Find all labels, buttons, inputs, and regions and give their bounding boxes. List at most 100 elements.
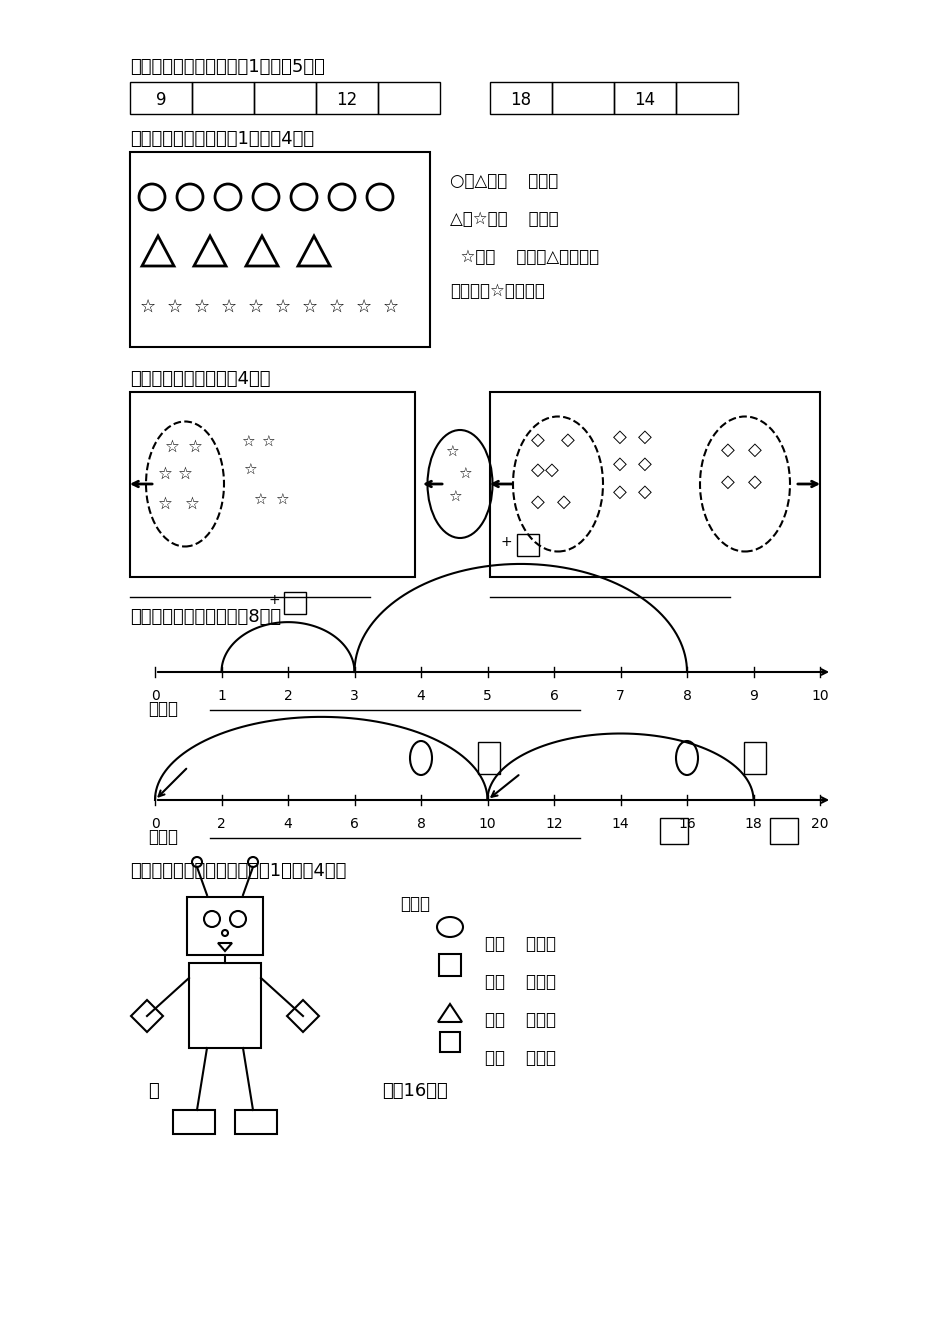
Text: 18: 18 <box>745 817 762 831</box>
Text: ☆: ☆ <box>302 298 318 316</box>
Text: 9: 9 <box>156 91 166 109</box>
Text: ☆: ☆ <box>276 492 289 508</box>
Text: 算式：: 算式： <box>148 828 178 845</box>
Text: ◇: ◇ <box>613 482 627 501</box>
Text: 20: 20 <box>811 817 828 831</box>
Text: ☆: ☆ <box>164 438 180 456</box>
Bar <box>744 742 766 774</box>
Bar <box>676 82 738 114</box>
Text: ☆: ☆ <box>167 298 183 316</box>
Text: ☆: ☆ <box>356 298 372 316</box>
Text: 6: 6 <box>350 817 359 831</box>
Bar <box>378 82 440 114</box>
Text: ◇: ◇ <box>613 427 627 446</box>
Bar <box>552 82 614 114</box>
Text: ☆: ☆ <box>446 445 459 460</box>
Text: ☆: ☆ <box>178 465 193 482</box>
Text: ◇: ◇ <box>545 461 559 478</box>
Text: ☆: ☆ <box>254 492 267 508</box>
Text: 2: 2 <box>218 817 226 831</box>
Bar <box>614 82 676 114</box>
Text: ☆: ☆ <box>194 298 210 316</box>
Text: 4: 4 <box>417 689 426 703</box>
Text: 左图中: 左图中 <box>400 895 430 913</box>
Text: 二、找规律填数。（每空1分，共5分）: 二、找规律填数。（每空1分，共5分） <box>130 58 325 77</box>
Text: 有（    ）个；: 有（ ）个； <box>485 973 556 991</box>
Text: ☆: ☆ <box>383 298 399 316</box>
Bar <box>189 964 261 1048</box>
Text: 2: 2 <box>284 689 293 703</box>
Text: ◇: ◇ <box>561 431 575 449</box>
Bar <box>130 392 415 577</box>
Text: ◇: ◇ <box>531 431 545 449</box>
Bar <box>440 1032 460 1052</box>
Text: 一、看图列式计算。（4分）: 一、看图列式计算。（4分） <box>130 370 271 388</box>
Text: ☆: ☆ <box>248 298 264 316</box>
Text: 3: 3 <box>351 689 359 703</box>
Text: ☆: ☆ <box>458 466 472 481</box>
Text: 5: 5 <box>484 689 492 703</box>
Text: ◇: ◇ <box>531 493 545 511</box>
Text: +: + <box>268 593 280 607</box>
Text: ◇: ◇ <box>638 482 652 501</box>
Text: ◇: ◇ <box>557 493 571 511</box>
Text: ，共16分）: ，共16分） <box>382 1082 447 1099</box>
Bar <box>660 818 688 844</box>
Text: ◇: ◇ <box>721 441 735 460</box>
Bar <box>192 82 254 114</box>
Text: ☆: ☆ <box>241 434 255 449</box>
Text: ☆: ☆ <box>158 495 173 513</box>
Text: ）个就与☆同样多。: ）个就与☆同样多。 <box>450 282 545 300</box>
Text: 14: 14 <box>635 91 655 109</box>
Text: ☆: ☆ <box>184 495 200 513</box>
Text: ☆: ☆ <box>221 298 238 316</box>
Text: 四: 四 <box>148 1082 159 1099</box>
Text: △比☆少（    ）个；: △比☆少（ ）个； <box>450 210 559 228</box>
Text: ☆有（    ）个，△再加上（: ☆有（ ）个，△再加上（ <box>450 249 599 266</box>
Text: 6: 6 <box>549 689 559 703</box>
Bar <box>770 818 798 844</box>
Text: ◇: ◇ <box>721 473 735 491</box>
Text: 1: 1 <box>217 689 226 703</box>
Bar <box>284 593 306 614</box>
Text: 8: 8 <box>682 689 692 703</box>
Text: 7: 7 <box>617 689 625 703</box>
Text: 9: 9 <box>749 689 758 703</box>
Text: 12: 12 <box>336 91 357 109</box>
Text: +: + <box>501 535 513 548</box>
Bar <box>130 152 430 347</box>
Text: ○比△多（    ）个；: ○比△多（ ）个； <box>450 172 559 190</box>
Text: 10: 10 <box>811 689 828 703</box>
Text: 18: 18 <box>510 91 532 109</box>
Text: 三、看图填空。（每空1分，共4分）: 三、看图填空。（每空1分，共4分） <box>130 130 314 148</box>
Text: ◇: ◇ <box>638 456 652 473</box>
Text: 算式：: 算式： <box>148 700 178 718</box>
Bar <box>316 82 378 114</box>
Text: ☆: ☆ <box>448 489 462 504</box>
Text: ☆: ☆ <box>261 434 275 449</box>
Text: ☆: ☆ <box>329 298 345 316</box>
Text: ◇: ◇ <box>613 456 627 473</box>
Text: ◇: ◇ <box>748 473 762 491</box>
Bar <box>173 1110 215 1134</box>
Bar <box>490 82 552 114</box>
Text: 10: 10 <box>479 817 496 831</box>
Text: 三、数一数，填一填。（每空1分，共4分）: 三、数一数，填一填。（每空1分，共4分） <box>130 862 347 880</box>
Text: 0: 0 <box>151 689 160 703</box>
Text: 16: 16 <box>678 817 695 831</box>
Text: ◇: ◇ <box>638 427 652 446</box>
Bar <box>517 534 539 556</box>
Bar <box>235 1110 277 1134</box>
Text: ☆: ☆ <box>243 462 256 477</box>
Text: ☆: ☆ <box>140 298 156 316</box>
Bar <box>439 954 461 976</box>
Bar <box>130 82 192 114</box>
Text: ☆: ☆ <box>158 465 173 482</box>
Text: 14: 14 <box>612 817 629 831</box>
Text: 8: 8 <box>416 817 426 831</box>
Text: 有（    ）个；: 有（ ）个； <box>485 1011 556 1030</box>
Text: ☆: ☆ <box>275 298 291 316</box>
Bar <box>187 896 263 956</box>
Text: 0: 0 <box>151 817 160 831</box>
Text: 12: 12 <box>545 817 562 831</box>
